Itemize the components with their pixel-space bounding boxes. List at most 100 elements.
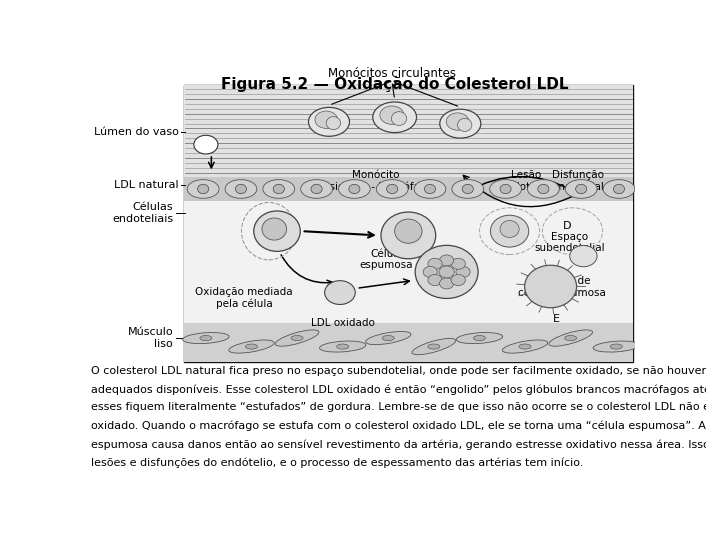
Text: E: E xyxy=(553,314,560,324)
FancyBboxPatch shape xyxy=(184,86,633,177)
Ellipse shape xyxy=(519,344,531,349)
Ellipse shape xyxy=(326,116,340,130)
Ellipse shape xyxy=(500,221,519,237)
Text: A: A xyxy=(279,214,287,224)
Text: Músculo
liso: Músculo liso xyxy=(128,327,173,349)
Text: LDL natural: LDL natural xyxy=(114,181,179,190)
Ellipse shape xyxy=(315,111,337,129)
Ellipse shape xyxy=(457,119,472,131)
Ellipse shape xyxy=(311,184,322,194)
Text: Figura 5.2 — Oxidação do Colesterol LDL: Figura 5.2 — Oxidação do Colesterol LDL xyxy=(221,77,568,92)
Text: Oxidação mediada
pela célula: Oxidação mediada pela célula xyxy=(196,287,293,309)
Text: Lesão
endotelial: Lesão endotelial xyxy=(500,170,552,192)
Ellipse shape xyxy=(349,184,360,194)
FancyBboxPatch shape xyxy=(184,86,633,362)
Ellipse shape xyxy=(446,113,469,130)
Ellipse shape xyxy=(424,184,436,194)
Ellipse shape xyxy=(262,218,287,240)
Ellipse shape xyxy=(391,112,407,125)
Ellipse shape xyxy=(198,184,209,194)
Text: LDL oxidado: LDL oxidado xyxy=(311,319,375,328)
Ellipse shape xyxy=(291,336,303,341)
Ellipse shape xyxy=(373,102,417,132)
Ellipse shape xyxy=(500,184,511,194)
Ellipse shape xyxy=(246,344,258,349)
Ellipse shape xyxy=(380,106,404,124)
Ellipse shape xyxy=(575,184,587,194)
Ellipse shape xyxy=(366,331,411,344)
Ellipse shape xyxy=(225,179,257,198)
Ellipse shape xyxy=(538,184,549,194)
Ellipse shape xyxy=(603,179,635,198)
Circle shape xyxy=(423,267,437,278)
Ellipse shape xyxy=(381,212,436,259)
Ellipse shape xyxy=(253,211,300,251)
Ellipse shape xyxy=(387,184,397,194)
Circle shape xyxy=(456,267,470,278)
Circle shape xyxy=(428,274,442,285)
Circle shape xyxy=(451,274,465,285)
Text: esses fiquem literalmente “estufados” de gordura. Lembre-se de que isso não ocor: esses fiquem literalmente “estufados” de… xyxy=(91,402,706,412)
Ellipse shape xyxy=(337,344,349,349)
Ellipse shape xyxy=(229,340,274,353)
Circle shape xyxy=(440,278,454,289)
Text: Monócito
residente - Macrófago: Monócito residente - Macrófago xyxy=(318,170,433,192)
Text: D: D xyxy=(563,221,571,231)
Text: Necrose de
célula espumosa: Necrose de célula espumosa xyxy=(517,276,606,299)
Ellipse shape xyxy=(338,179,370,198)
Ellipse shape xyxy=(527,179,559,198)
Ellipse shape xyxy=(566,179,597,198)
Text: Disfunção
endotelial: Disfunção endotelial xyxy=(552,170,604,192)
Ellipse shape xyxy=(301,179,333,198)
Ellipse shape xyxy=(614,184,625,194)
FancyBboxPatch shape xyxy=(184,323,633,362)
Text: adequados disponíveis. Esse colesterol LDL oxidado é então “engolido” pelos glób: adequados disponíveis. Esse colesterol L… xyxy=(91,384,706,395)
Ellipse shape xyxy=(474,336,486,341)
Circle shape xyxy=(439,266,454,278)
Text: Células
endoteliais: Células endoteliais xyxy=(112,202,173,224)
Text: Espaço
subendotelial: Espaço subendotelial xyxy=(534,232,605,253)
Ellipse shape xyxy=(412,338,455,355)
Circle shape xyxy=(451,258,465,269)
Ellipse shape xyxy=(456,332,503,343)
FancyBboxPatch shape xyxy=(184,201,633,323)
Ellipse shape xyxy=(549,330,592,346)
Text: Lúmen do vaso: Lúmen do vaso xyxy=(94,127,179,137)
Circle shape xyxy=(428,258,442,269)
Ellipse shape xyxy=(414,179,446,198)
Ellipse shape xyxy=(565,336,577,341)
FancyBboxPatch shape xyxy=(184,177,633,201)
Ellipse shape xyxy=(376,179,408,198)
Text: oxidado. Quando o macrófago se estufa com o colesterol oxidado LDL, ele se torna: oxidado. Quando o macrófago se estufa co… xyxy=(91,421,706,431)
Ellipse shape xyxy=(440,109,481,138)
Text: O colesterol LDL natural fica preso no espaço subendotelial, onde pode ser facil: O colesterol LDL natural fica preso no e… xyxy=(91,366,706,376)
Ellipse shape xyxy=(491,215,529,247)
Ellipse shape xyxy=(235,184,246,194)
Ellipse shape xyxy=(382,336,394,341)
Ellipse shape xyxy=(263,179,294,198)
Text: Célula
espumosa: Célula espumosa xyxy=(359,249,413,270)
Ellipse shape xyxy=(525,266,577,308)
Ellipse shape xyxy=(593,341,640,352)
Ellipse shape xyxy=(610,344,622,349)
Circle shape xyxy=(440,255,454,266)
Ellipse shape xyxy=(309,108,349,136)
Text: lesões e disfunções do endótelio, e o processo de espessamento das artérias tem : lesões e disfunções do endótelio, e o pr… xyxy=(91,457,583,468)
Ellipse shape xyxy=(200,336,212,341)
Ellipse shape xyxy=(452,179,484,198)
Circle shape xyxy=(194,135,218,154)
Ellipse shape xyxy=(428,344,440,349)
Text: B: B xyxy=(505,221,513,231)
Ellipse shape xyxy=(395,219,422,243)
Ellipse shape xyxy=(187,179,219,198)
Ellipse shape xyxy=(320,341,366,352)
Ellipse shape xyxy=(273,184,285,194)
Circle shape xyxy=(325,280,355,305)
Circle shape xyxy=(570,246,597,267)
Ellipse shape xyxy=(462,184,473,194)
Ellipse shape xyxy=(183,332,229,343)
Ellipse shape xyxy=(490,179,522,198)
Ellipse shape xyxy=(503,340,548,353)
Text: espumosa causa danos então ao sensível revestimento da artéria, gerando estresse: espumosa causa danos então ao sensível r… xyxy=(91,439,706,449)
Ellipse shape xyxy=(415,245,478,299)
